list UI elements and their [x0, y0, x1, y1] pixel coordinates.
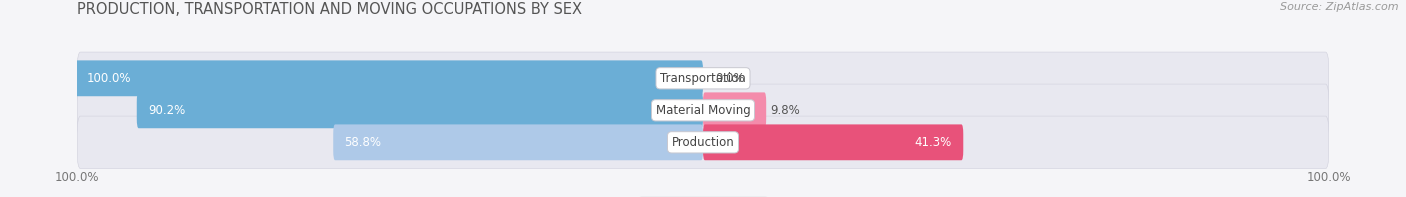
FancyBboxPatch shape	[77, 52, 1329, 105]
FancyBboxPatch shape	[333, 125, 703, 160]
Text: Material Moving: Material Moving	[655, 104, 751, 117]
Text: 0.0%: 0.0%	[716, 72, 745, 85]
Text: 41.3%: 41.3%	[915, 136, 952, 149]
Text: 100.0%: 100.0%	[87, 72, 131, 85]
Text: Production: Production	[672, 136, 734, 149]
FancyBboxPatch shape	[136, 92, 703, 128]
Text: 58.8%: 58.8%	[344, 136, 381, 149]
Text: 9.8%: 9.8%	[770, 104, 800, 117]
FancyBboxPatch shape	[76, 60, 703, 96]
Text: PRODUCTION, TRANSPORTATION AND MOVING OCCUPATIONS BY SEX: PRODUCTION, TRANSPORTATION AND MOVING OC…	[77, 2, 582, 17]
FancyBboxPatch shape	[703, 92, 766, 128]
Text: 90.2%: 90.2%	[148, 104, 186, 117]
FancyBboxPatch shape	[703, 125, 963, 160]
Text: Transportation: Transportation	[661, 72, 745, 85]
FancyBboxPatch shape	[77, 116, 1329, 169]
FancyBboxPatch shape	[77, 84, 1329, 137]
Text: Source: ZipAtlas.com: Source: ZipAtlas.com	[1281, 2, 1399, 12]
